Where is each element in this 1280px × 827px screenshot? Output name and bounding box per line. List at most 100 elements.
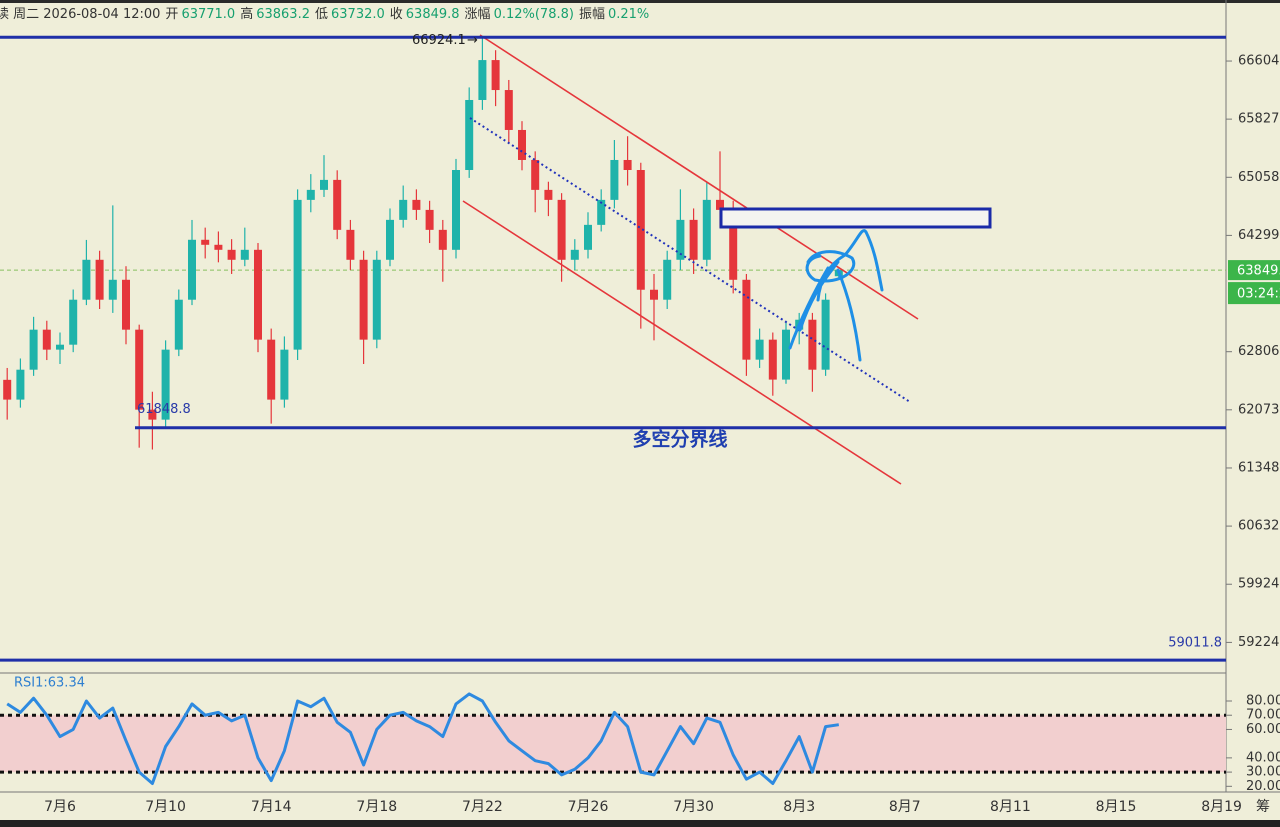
x-tick-label: 7月30	[673, 799, 714, 815]
header-label: 开	[165, 7, 178, 22]
y-tick-label: 62806.	[1238, 344, 1280, 359]
x-tick-label: 8月3	[783, 799, 815, 815]
candle-body	[161, 349, 170, 420]
candle-body	[702, 199, 711, 260]
candle-body	[16, 369, 25, 400]
candle-body	[135, 329, 144, 410]
x-tick-label: 8月11	[990, 799, 1031, 815]
candle-body	[399, 199, 408, 220]
header-label: 振幅	[579, 7, 605, 22]
x-tick-label: 8月7	[889, 799, 921, 815]
candle-body	[768, 339, 777, 380]
rsi-tick-label: 20.00	[1246, 779, 1280, 794]
y-tick-label: 65058.	[1238, 170, 1280, 185]
y-tick-label: 66604.	[1238, 54, 1280, 69]
candle-body	[663, 259, 672, 300]
candle-body	[821, 299, 830, 370]
header-label: 高	[240, 6, 253, 22]
candle-body	[240, 249, 249, 260]
candle-body	[372, 259, 381, 340]
top-strip	[0, 0, 1280, 3]
candle-body	[729, 209, 738, 280]
x-tick-label: 7月18	[356, 799, 397, 815]
candle-body	[346, 229, 355, 260]
candle-body	[267, 339, 276, 400]
candle-body	[293, 199, 302, 350]
candle-body	[320, 179, 328, 190]
channel-midline	[469, 117, 911, 403]
candle-body	[544, 189, 553, 200]
header-date: 读 周二 2026-08-04 12:00	[0, 7, 160, 22]
candle-body	[306, 189, 315, 200]
candle-body	[531, 159, 540, 190]
channel-line	[462, 200, 902, 485]
candle-body	[557, 199, 566, 260]
candle-body	[254, 249, 262, 340]
header-value: 63849.8	[406, 7, 460, 22]
candle-body	[597, 199, 606, 225]
candle-body	[280, 349, 289, 400]
rsi-label: RSI1:63.34	[14, 676, 85, 691]
header-label: 涨幅	[465, 7, 491, 22]
candle-body	[188, 239, 196, 300]
candle-body	[438, 229, 447, 250]
annotation: 多空分界线	[632, 428, 727, 451]
rsi-tick-label: 30.00	[1246, 765, 1280, 780]
candle-body	[227, 249, 236, 260]
candle-body	[623, 159, 632, 171]
y-tick-label: 59224.	[1238, 635, 1280, 650]
header: 读 周二 2026-08-04 12:00 开 63771.0 高 63863.2 低 63…	[0, 6, 649, 22]
countdown: 03:24:2	[1237, 287, 1280, 302]
level-arrow: →	[467, 33, 478, 48]
y-tick-label: 62073.	[1238, 402, 1280, 417]
header-value: 63732.0	[331, 7, 385, 22]
candle-body	[808, 319, 817, 370]
candle-body	[478, 60, 487, 100]
candle-body	[610, 159, 619, 200]
x-tick-label: 7月22	[462, 799, 503, 815]
candle-body	[29, 329, 38, 370]
x-tick-label: 7月6	[44, 799, 76, 815]
rsi-line	[6, 692, 840, 785]
candle-body	[636, 170, 645, 290]
plot	[0, 34, 1226, 485]
candle-body	[504, 90, 513, 130]
candle-body	[214, 244, 223, 250]
x-tick-label: 7月14	[251, 799, 292, 815]
candle-body	[148, 409, 157, 420]
y-tick-label: 65827.	[1238, 112, 1280, 127]
candle-body	[570, 249, 579, 260]
resistance-box	[719, 207, 992, 229]
header-value: 63863.2	[256, 7, 310, 22]
header-label: 收	[390, 7, 403, 22]
x-tick-label: 8月19	[1201, 799, 1242, 815]
candle-body	[3, 379, 12, 400]
candle-body	[69, 299, 78, 345]
candle-body	[452, 170, 460, 250]
candle-body	[689, 219, 698, 260]
candle-body	[465, 99, 474, 171]
candle-body	[650, 289, 658, 300]
price-tag-box	[1228, 260, 1280, 281]
candle-body	[386, 219, 394, 260]
candle-body	[676, 219, 685, 260]
rsi-tick-label: 60.00	[1246, 722, 1280, 737]
candle-body	[56, 344, 64, 350]
hand-drawing	[788, 229, 884, 362]
candle-body	[82, 259, 91, 300]
y-tick-label: 64299.	[1238, 228, 1280, 243]
countdown-box	[1228, 282, 1280, 305]
candle-body	[359, 259, 368, 340]
header-value: 0.21%	[608, 7, 649, 22]
candle-body	[491, 60, 500, 91]
candle-body	[201, 239, 210, 245]
candle-body	[412, 199, 421, 210]
candle-body	[42, 329, 51, 350]
candle-body	[584, 224, 592, 250]
rsi-tick-label: 70.00	[1246, 708, 1280, 723]
candle-body	[716, 199, 724, 210]
rsi-tick-label: 40.00	[1246, 750, 1280, 765]
x-tick-label: 8月15	[1096, 799, 1137, 815]
candle-body	[95, 259, 104, 300]
